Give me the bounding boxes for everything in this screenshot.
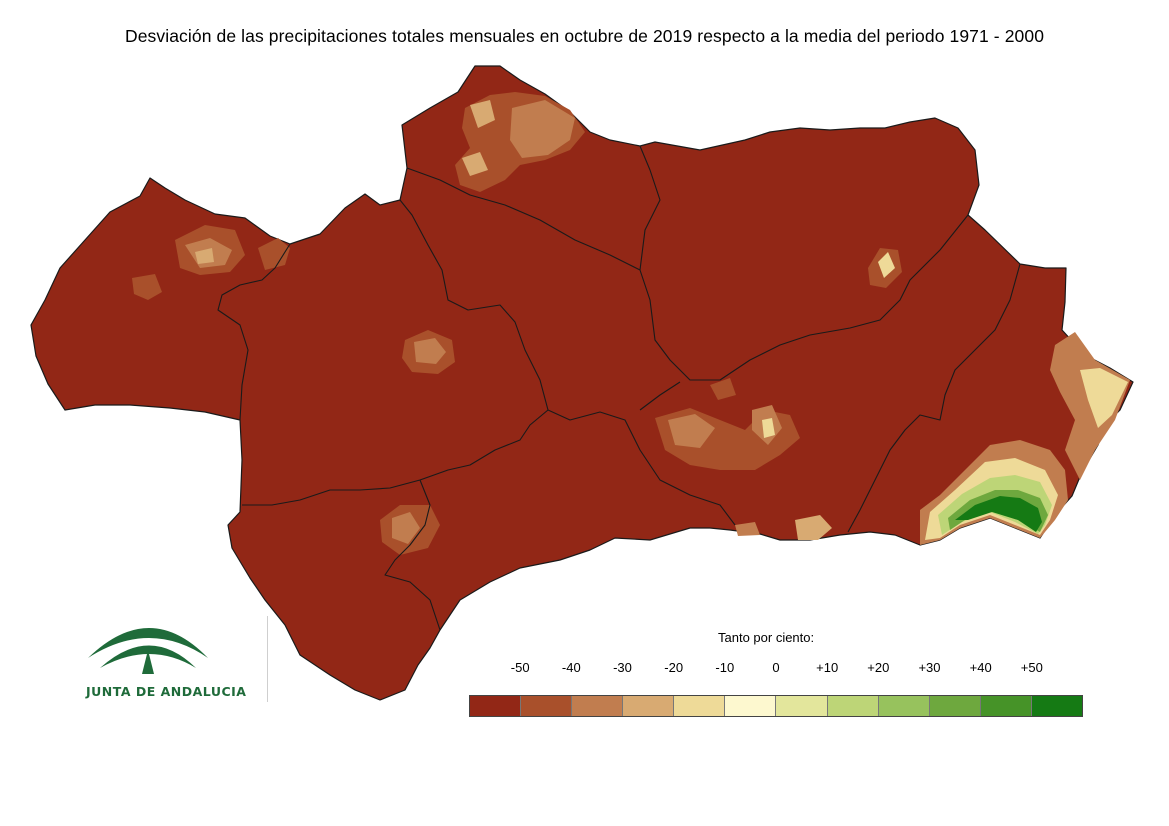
province-border	[242, 199, 549, 506]
legend-tick-label: -40	[561, 660, 581, 675]
province-border	[406, 167, 641, 271]
province-border	[217, 243, 291, 421]
anomaly-patch	[1080, 368, 1128, 428]
anomaly-patch	[735, 522, 760, 536]
anomaly-patches	[132, 92, 1130, 555]
anomaly-patch	[510, 100, 575, 158]
legend-swatch	[776, 696, 828, 716]
map-title: Desviación de las precipitaciones totale…	[124, 26, 1045, 46]
legend-swatch	[980, 696, 1032, 716]
anomaly-patch	[878, 252, 895, 278]
legend-tick-label: -10	[715, 660, 735, 675]
anomaly-patch	[762, 418, 775, 438]
legend-tick-label: 0	[772, 660, 780, 675]
legend-swatch	[878, 696, 930, 716]
province-borders	[217, 145, 1021, 631]
legend-tick-label: -30	[613, 660, 632, 675]
junta-logo-emblem	[88, 628, 208, 674]
anomaly-patch	[710, 378, 736, 400]
anomaly-patch	[470, 100, 495, 128]
logo-divider	[267, 616, 268, 702]
anomaly-patch	[392, 512, 420, 544]
anomaly-patch	[668, 414, 715, 448]
anomaly-patch	[462, 152, 488, 176]
legend-swatch	[470, 696, 522, 716]
anomaly-patch	[132, 274, 162, 300]
legend-swatch	[827, 696, 879, 716]
legend-tick-label: +10	[816, 660, 839, 675]
legend-tick-label: -20	[664, 660, 684, 675]
anomaly-patch	[795, 515, 832, 540]
anomaly-patch	[1050, 332, 1130, 480]
legend-swatch	[1031, 696, 1082, 716]
province-border	[639, 145, 969, 381]
legend-swatch	[623, 696, 675, 716]
anomaly-patch	[195, 248, 214, 264]
province-border	[384, 479, 441, 631]
legend-swatch	[725, 696, 777, 716]
region-outline	[30, 65, 1134, 701]
legend-tick-label: +20	[867, 660, 890, 675]
legend-swatch	[521, 696, 573, 716]
logo-text: JUNTA DE ANDALUCIA	[86, 684, 247, 699]
province-border	[639, 381, 681, 411]
legend-swatch	[674, 696, 726, 716]
legend-tick-label: +30	[918, 660, 941, 675]
legend-tick-label: +50	[1020, 660, 1043, 675]
anomaly-patch	[414, 338, 446, 364]
legend-color-bar	[469, 695, 1083, 717]
anomaly-patch	[258, 238, 290, 270]
legend-tick-label: -50	[510, 660, 530, 675]
anomaly-patch	[955, 496, 1042, 532]
province-border	[847, 263, 1021, 533]
legend-swatch	[929, 696, 981, 716]
legend-title: Tanto por ciento:	[718, 630, 815, 645]
province-border	[547, 409, 736, 526]
legend-tick-label: +40	[969, 660, 992, 675]
legend-swatch	[572, 696, 624, 716]
